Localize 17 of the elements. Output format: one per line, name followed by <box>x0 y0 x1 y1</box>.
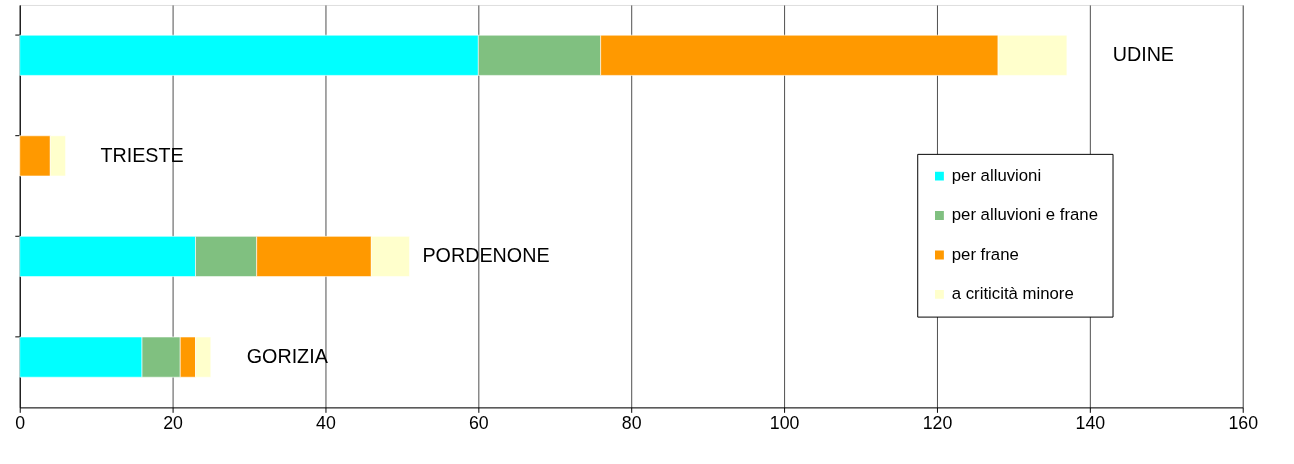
legend-label: per alluvioni e frane <box>951 205 1098 225</box>
x-tick-label: 40 <box>316 412 336 433</box>
x-tick-label: 100 <box>769 412 800 433</box>
x-tick-label: 160 <box>1228 412 1259 433</box>
y-tick-label: GORIZIA <box>246 345 329 368</box>
legend-label: per alluvioni <box>951 166 1042 185</box>
y-tick-label: PORDENONE <box>422 244 550 267</box>
x-tick-label: 140 <box>1075 412 1106 433</box>
x-tick-label: 120 <box>922 412 953 433</box>
x-tick-label: 0 <box>15 412 26 433</box>
y-tick-label: UDINE <box>1112 43 1175 66</box>
y-tick-label: TRIESTE <box>100 143 184 166</box>
x-tick-label: 60 <box>468 412 489 433</box>
x-tick-label: 20 <box>163 412 184 433</box>
x-tick-label: 80 <box>621 412 642 433</box>
legend-label: per frane <box>951 244 1019 264</box>
legend-label: a criticità minore <box>951 284 1074 304</box>
